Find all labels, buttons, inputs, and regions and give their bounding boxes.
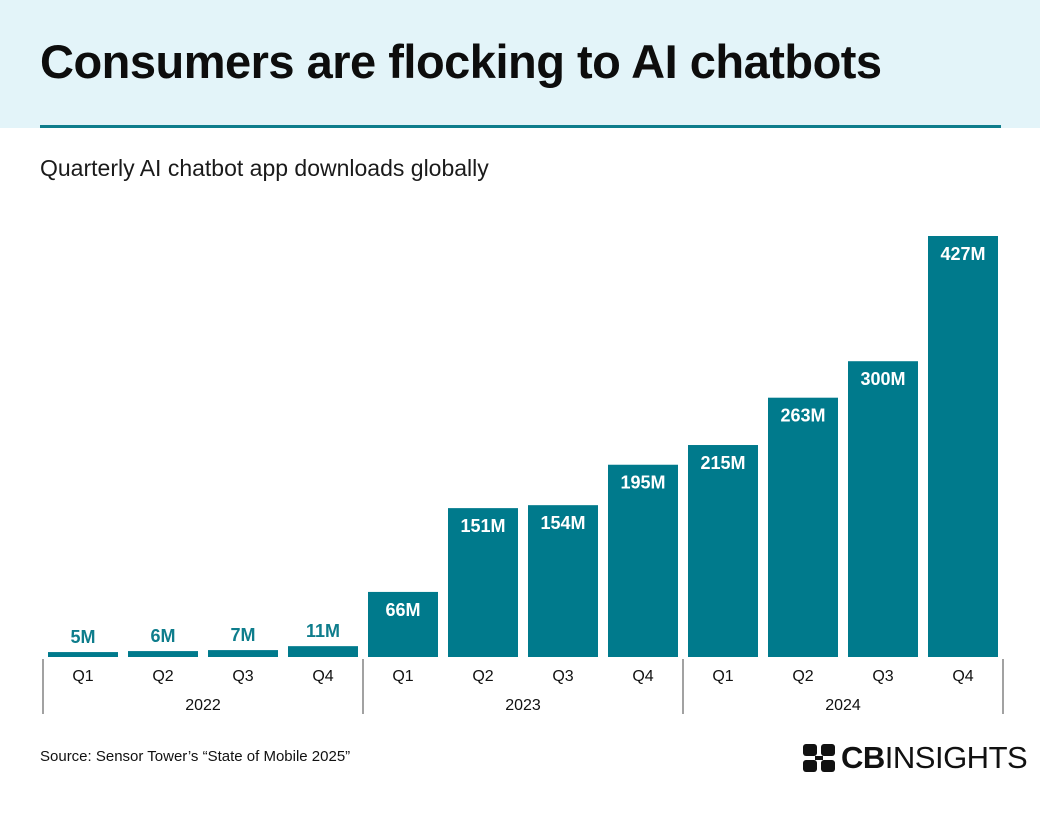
- data-label-11: 300M: [860, 369, 905, 389]
- bar-6: [448, 508, 518, 657]
- cbinsights-logo-mark-icon: [803, 744, 835, 772]
- x-tick-label-12: Q4: [952, 668, 973, 685]
- year-label-2024: 2024: [825, 697, 861, 714]
- data-label-5: 66M: [385, 600, 420, 620]
- bar-1: [48, 652, 118, 657]
- bar-12: [928, 236, 998, 657]
- bar-7: [528, 505, 598, 657]
- bar-8: [608, 464, 678, 657]
- year-label-2023: 2023: [505, 697, 541, 714]
- bar-3: [208, 650, 278, 657]
- title-divider: [40, 125, 1001, 128]
- bar-9: [688, 445, 758, 657]
- bar-10: [768, 397, 838, 657]
- page-title: Consumers are flocking to AI chatbots: [40, 35, 882, 88]
- bar-11: [848, 361, 918, 657]
- source-note: Source: Sensor Tower’s “State of Mobile …: [40, 748, 351, 765]
- bar-2: [128, 651, 198, 657]
- x-tick-label-11: Q3: [872, 668, 893, 685]
- x-tick-label-5: Q1: [392, 668, 413, 685]
- year-label-2022: 2022: [185, 697, 221, 714]
- data-label-12: 427M: [940, 244, 985, 264]
- x-tick-label-10: Q2: [792, 668, 813, 685]
- x-tick-label-6: Q2: [472, 668, 493, 685]
- data-label-2: 6M: [150, 626, 175, 646]
- data-label-10: 263M: [780, 406, 825, 426]
- header-band: [0, 0, 1040, 128]
- data-label-9: 215M: [700, 453, 745, 473]
- data-label-1: 5M: [70, 627, 95, 647]
- chart-subtitle: Quarterly AI chatbot app downloads globa…: [40, 155, 489, 181]
- logo-wordmark-light: INSIGHTS: [884, 740, 1028, 775]
- data-label-3: 7M: [230, 625, 255, 645]
- x-tick-label-7: Q3: [552, 668, 573, 685]
- bar-4: [288, 646, 358, 657]
- data-label-7: 154M: [540, 513, 585, 533]
- data-label-8: 195M: [620, 473, 665, 493]
- bar-5: [368, 591, 438, 657]
- x-tick-label-2: Q2: [152, 668, 173, 685]
- logo-wordmark: CBINSIGHTS: [841, 740, 1028, 776]
- cbinsights-logo: CBINSIGHTS: [803, 740, 1028, 776]
- x-tick-label-9: Q1: [712, 668, 733, 685]
- x-tick-label-3: Q3: [232, 668, 253, 685]
- x-tick-label-8: Q4: [632, 668, 653, 685]
- x-tick-label-4: Q4: [312, 668, 333, 685]
- data-label-4: 11M: [306, 621, 340, 641]
- data-label-6: 151M: [460, 516, 505, 536]
- x-tick-label-1: Q1: [72, 668, 93, 685]
- logo-wordmark-bold: CB: [841, 740, 885, 775]
